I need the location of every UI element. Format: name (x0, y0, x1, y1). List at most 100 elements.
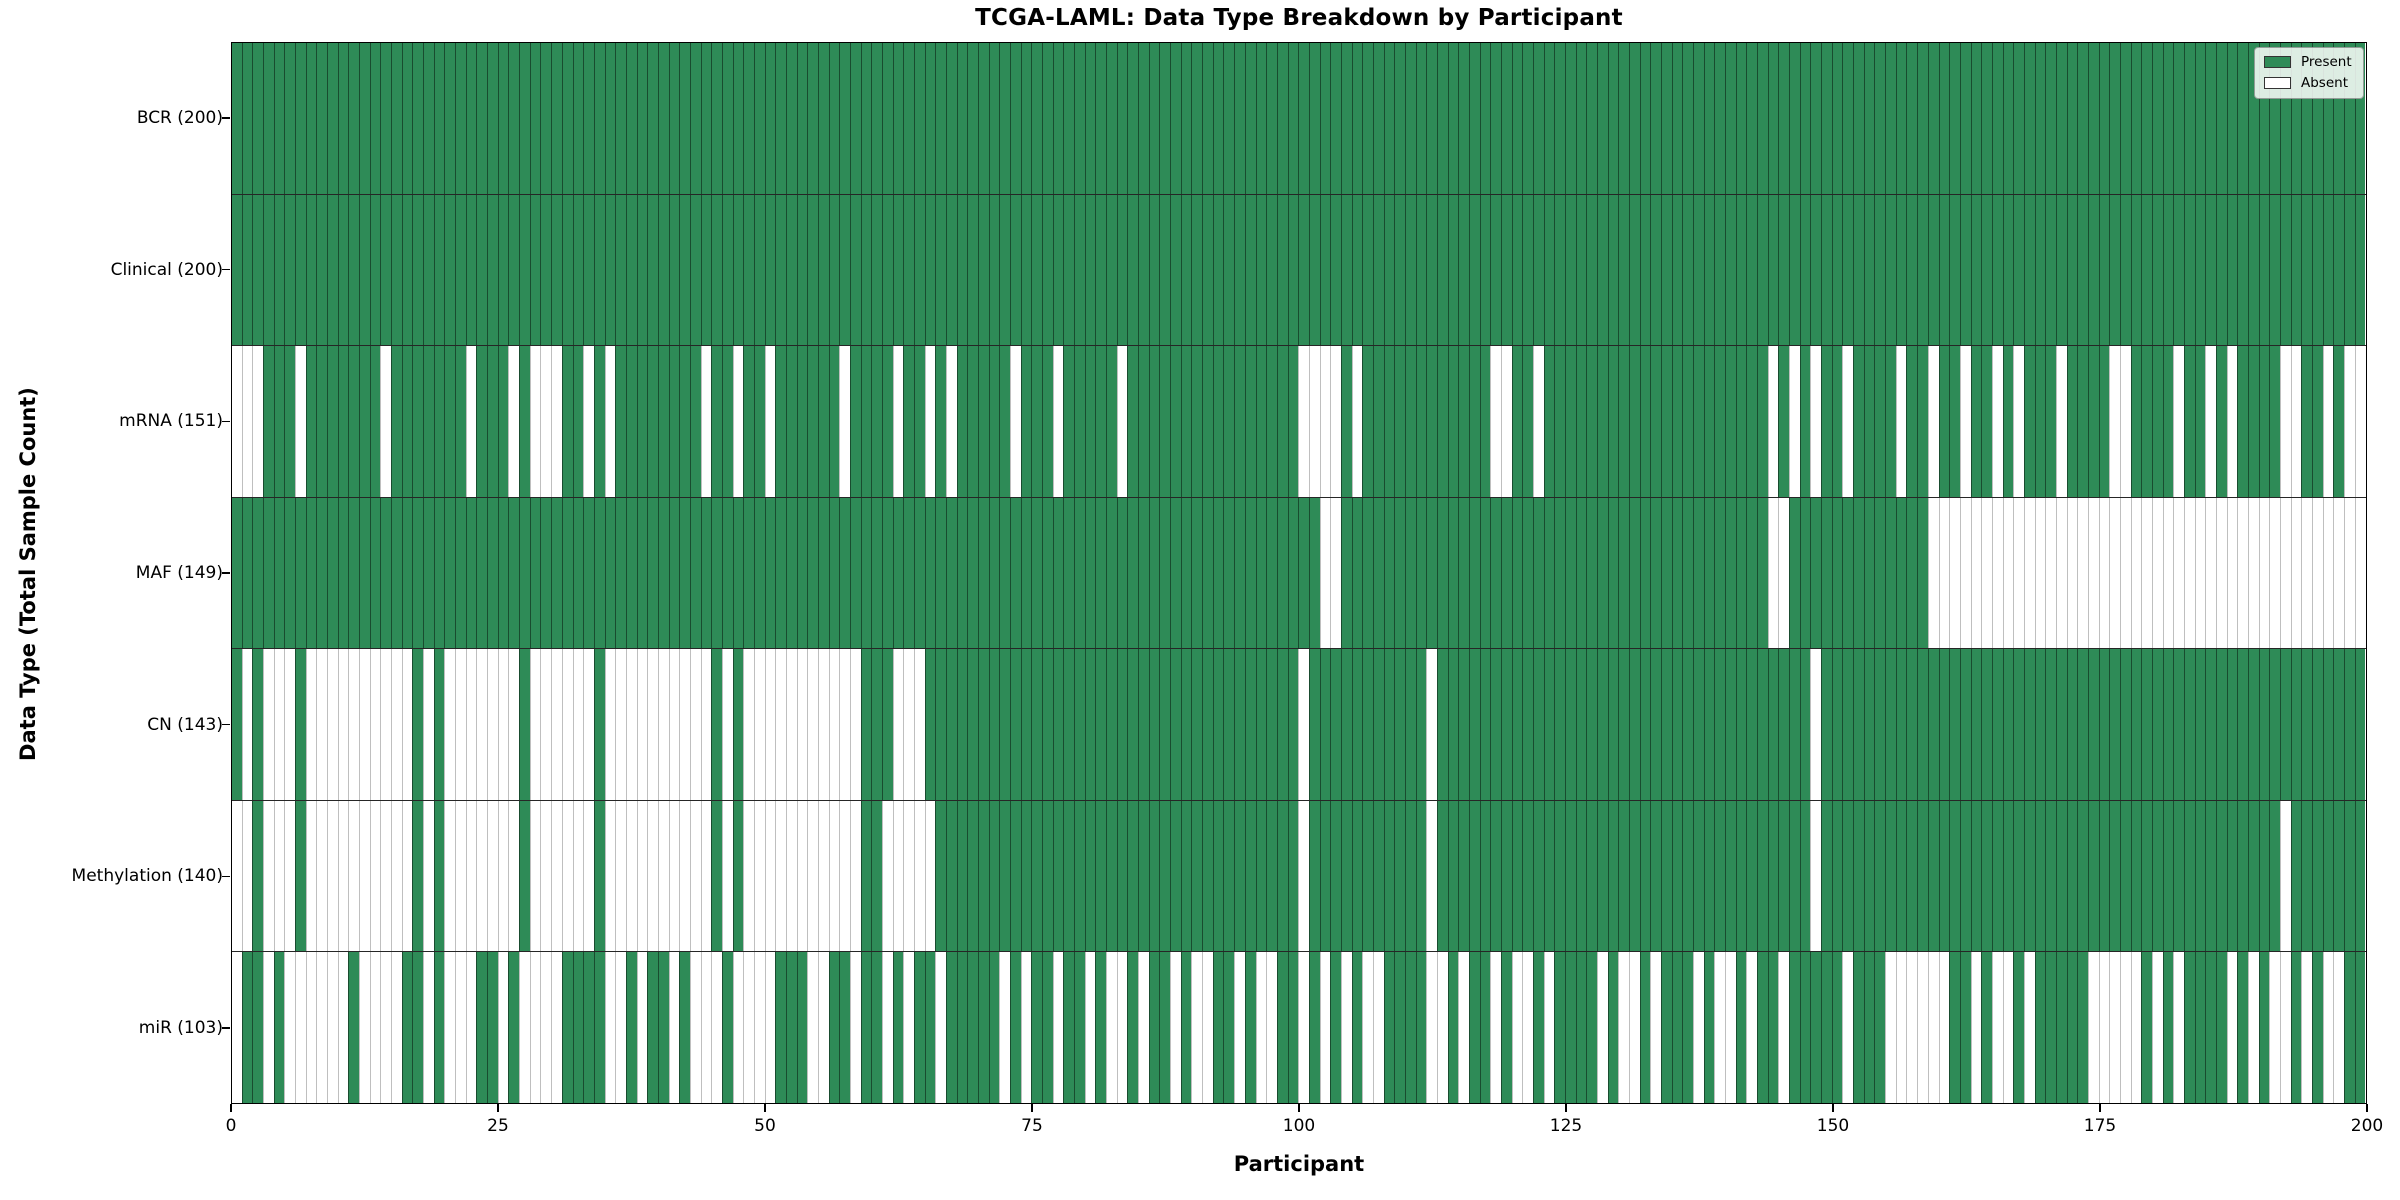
heatmap-cell (1458, 43, 1469, 194)
heatmap-cell (2258, 346, 2270, 497)
heatmap-cell (1415, 497, 1427, 649)
heatmap-cell (1554, 497, 1565, 649)
heatmap-cell (2087, 649, 2099, 800)
heatmap-cell (1970, 952, 1982, 1104)
heatmap-cell (1180, 800, 1192, 952)
heatmap-cell (2119, 497, 2131, 649)
heatmap-cell (2247, 43, 2259, 194)
heatmap-cell (1831, 800, 1843, 952)
heatmap-cell (1554, 43, 1565, 194)
heatmap-cell (1372, 800, 1384, 952)
legend-label: Absent (2301, 75, 2348, 91)
heatmap-cell (391, 497, 402, 649)
heatmap-cell (1052, 952, 1064, 1104)
heatmap-cell (519, 952, 530, 1104)
heatmap-cell (946, 800, 957, 952)
heatmap-cell (1170, 649, 1181, 800)
heatmap-cell (1191, 346, 1203, 497)
heatmap-cell (1821, 649, 1832, 800)
heatmap-cell (2280, 346, 2291, 497)
heatmap-cell (1330, 194, 1341, 346)
heatmap-cell (807, 649, 818, 800)
heatmap-cell (807, 800, 818, 952)
heatmap-cell (2194, 952, 2206, 1104)
heatmap-cell (529, 346, 541, 497)
heatmap-cell (2205, 43, 2216, 194)
heatmap-cell (1511, 43, 1523, 194)
heatmap-cell (1693, 649, 1704, 800)
heatmap-cell (1500, 649, 1512, 800)
heatmap-cell (593, 43, 605, 194)
heatmap-cell (2055, 649, 2067, 800)
heatmap-cell (721, 649, 733, 800)
heatmap-cell (1010, 43, 1021, 194)
heatmap-cell (657, 346, 669, 497)
heatmap-cell (1767, 194, 1779, 346)
heatmap-cell (2077, 194, 2088, 346)
heatmap-cell (807, 43, 818, 194)
heatmap-cell (1010, 497, 1021, 649)
heatmap-cell (2312, 952, 2323, 1104)
heatmap-cell (1767, 43, 1779, 194)
heatmap-cell (1106, 497, 1117, 649)
heatmap-cell (1831, 952, 1843, 1104)
heatmap-cell (1703, 649, 1715, 800)
heatmap-cell (2333, 497, 2345, 649)
heatmap-cell (1917, 649, 1928, 800)
heatmap-cell (1767, 800, 1779, 952)
heatmap-cell (508, 497, 520, 649)
heatmap-cell (978, 346, 989, 497)
heatmap-cell (583, 952, 594, 1104)
heatmap-cell (519, 649, 530, 800)
legend-item-absent: Absent (2264, 76, 2352, 90)
heatmap-cell (1500, 952, 1512, 1104)
heatmap-cell (1106, 194, 1117, 346)
heatmap-cell (2002, 800, 2014, 952)
heatmap-cell (444, 952, 456, 1104)
heatmap-cell (1084, 497, 1096, 649)
heatmap-cell (455, 194, 466, 346)
heatmap-cell (1895, 346, 1907, 497)
heatmap-cell (636, 43, 648, 194)
heatmap-cell (1831, 194, 1843, 346)
heatmap-cell (1586, 194, 1597, 346)
heatmap-cell (487, 649, 498, 800)
heatmap-cell (1148, 800, 1160, 952)
heatmap-cell (1693, 43, 1704, 194)
heatmap-cell (497, 649, 509, 800)
heatmap-cell (636, 649, 648, 800)
heatmap-cell (1266, 952, 1277, 1104)
heatmap-cell (1757, 649, 1768, 800)
heatmap-cell (1095, 194, 1107, 346)
heatmap-cell (1629, 800, 1640, 952)
heatmap-cell (615, 43, 626, 194)
heatmap-cell (1244, 649, 1256, 800)
heatmap-cell (1330, 952, 1341, 1104)
heatmap-cell (273, 194, 285, 346)
heatmap-cell (1671, 497, 1683, 649)
ytick-label-MAF: MAF (149) (135, 563, 223, 583)
heatmap-cell (967, 649, 979, 800)
heatmap-cell (1074, 194, 1085, 346)
heatmap-cell (871, 497, 882, 649)
heatmap-cell (2258, 194, 2270, 346)
heatmap-cell (593, 800, 605, 952)
heatmap-cell (2119, 346, 2131, 497)
heatmap-cell (2344, 649, 2355, 800)
heatmap-cell (1682, 952, 1694, 1104)
heatmap-cell (2290, 649, 2302, 800)
heatmap-cell (369, 952, 381, 1104)
heatmap-cell (305, 649, 317, 800)
heatmap-cell (1212, 952, 1224, 1104)
heatmap-cell (1362, 194, 1373, 346)
heatmap-cell (1255, 649, 1267, 800)
heatmap-cell (337, 346, 349, 497)
heatmap-cell (2333, 43, 2345, 194)
heatmap-cell (316, 497, 328, 649)
xtick-mark (1031, 1104, 1033, 1112)
heatmap-cell (1138, 194, 1149, 346)
heatmap-cell (604, 800, 616, 952)
xtick-mark (1298, 1104, 1300, 1112)
heatmap-cell (2290, 497, 2302, 649)
heatmap-cell (1170, 43, 1181, 194)
